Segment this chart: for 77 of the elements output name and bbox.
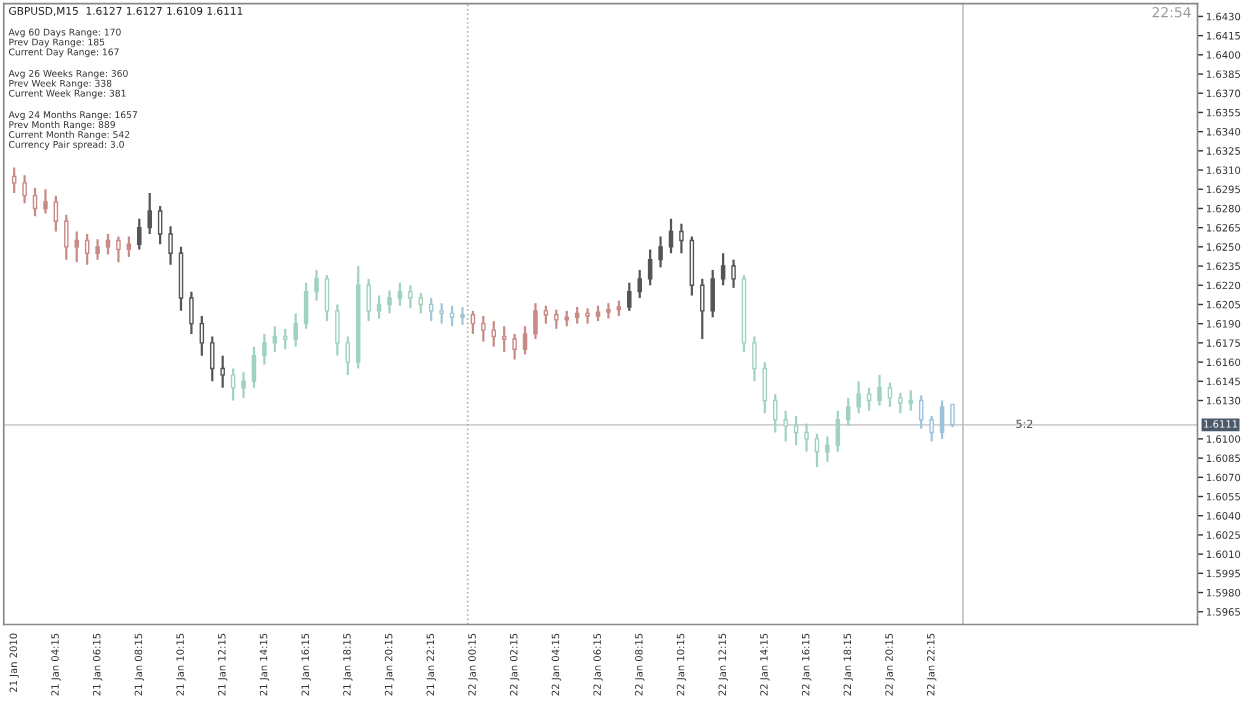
candlestick <box>408 284 413 310</box>
candlestick <box>720 252 726 287</box>
candlestick <box>199 314 205 357</box>
candlestick <box>282 327 288 351</box>
candlestick <box>460 305 465 327</box>
candlestick <box>43 188 48 215</box>
candlestick <box>752 335 757 383</box>
candlestick <box>95 238 100 261</box>
candlestick <box>439 302 444 325</box>
candlestick <box>22 174 27 205</box>
candlestick <box>64 213 69 261</box>
candlestick <box>627 281 632 312</box>
candlestick <box>898 391 903 415</box>
candlestick <box>262 332 267 366</box>
candlestick <box>418 291 424 315</box>
candlestick <box>793 414 799 447</box>
candlestick <box>887 381 893 408</box>
candlestick <box>272 325 278 353</box>
candlestick <box>481 314 486 343</box>
candlestick <box>731 258 736 289</box>
candlestick <box>647 248 653 287</box>
candlestick <box>314 268 319 302</box>
candlestick <box>251 345 257 389</box>
candlestick <box>835 409 841 453</box>
candlestick <box>387 289 392 315</box>
candlestick <box>428 296 434 323</box>
candlestick <box>637 268 642 300</box>
candlestick <box>804 422 809 453</box>
candlestick <box>825 435 830 464</box>
candlestick <box>210 335 215 383</box>
candlestick <box>53 194 59 233</box>
candlestick <box>168 225 173 266</box>
candlestick <box>908 389 914 412</box>
candlestick <box>783 409 788 443</box>
candlestick <box>241 371 246 400</box>
candlestick <box>929 414 934 443</box>
candlestick <box>324 273 330 323</box>
candlestick <box>585 307 590 325</box>
candlestick <box>32 186 38 218</box>
candlestick <box>554 308 559 330</box>
candlestick <box>700 277 705 341</box>
candlestick <box>522 325 528 356</box>
candlestick <box>220 354 225 389</box>
candlestick <box>74 230 79 264</box>
candlestick <box>449 304 455 328</box>
candlestick <box>376 294 382 320</box>
candlestick <box>105 232 111 256</box>
candlestick <box>866 386 872 412</box>
candlestick <box>512 332 517 361</box>
candlestick <box>293 312 298 348</box>
candlestick <box>658 235 663 269</box>
candlestick <box>345 335 351 376</box>
candlestick <box>157 204 163 246</box>
candlestick <box>710 268 715 319</box>
candlestick <box>950 403 955 429</box>
candlestick <box>335 303 340 357</box>
candlestick <box>606 302 611 320</box>
candlestick <box>877 373 882 407</box>
candlestick <box>668 217 674 255</box>
candlestick <box>679 222 684 255</box>
candlestick <box>189 290 194 336</box>
candlestick <box>147 191 152 236</box>
candlestick <box>533 302 538 341</box>
candlestick <box>814 432 820 469</box>
candlestick <box>84 232 90 266</box>
candlestick <box>939 399 945 440</box>
candlestick <box>366 277 371 323</box>
candlestick <box>230 367 236 402</box>
candlestick <box>491 320 497 348</box>
candlestick <box>856 380 861 415</box>
candlestick <box>772 392 778 434</box>
candlestick <box>501 325 507 353</box>
candlestick <box>397 281 403 307</box>
candlestick <box>116 235 121 264</box>
candlestick <box>845 396 851 428</box>
candlestick <box>137 217 142 251</box>
candlestick <box>11 166 17 195</box>
